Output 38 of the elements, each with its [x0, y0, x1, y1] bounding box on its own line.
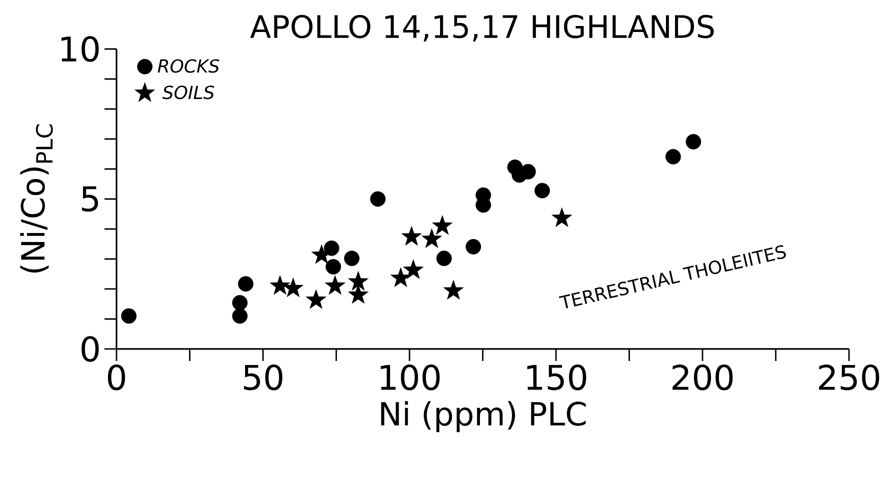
point: [421, 228, 442, 248]
point: [326, 259, 342, 274]
legend-label: ROCKS: [158, 59, 220, 73]
point: [534, 182, 550, 198]
point: [348, 270, 369, 291]
legend-label: SOILS: [162, 86, 214, 100]
point: [238, 276, 254, 292]
chart-title: APOLLO 14,15,17 HIGHLANDS: [250, 14, 714, 42]
point: [270, 274, 290, 295]
point: [666, 148, 681, 164]
point: [344, 250, 360, 266]
point: [324, 240, 340, 256]
x-tick-label: 150: [527, 364, 586, 390]
point: [436, 250, 452, 266]
point: [401, 226, 422, 246]
point: [686, 134, 702, 150]
point: [442, 280, 464, 300]
point: [402, 259, 424, 279]
x-tick-label: 100: [380, 364, 440, 390]
x-axis-title: Ni (ppm) PLC: [381, 401, 586, 432]
point: [520, 164, 536, 180]
y-tick-label: 10: [61, 36, 99, 62]
point: [232, 308, 248, 324]
x-tick-label: 50: [244, 364, 282, 390]
y-tick-label: 0: [82, 336, 99, 362]
point: [306, 289, 326, 309]
point: [232, 295, 248, 310]
x-tick-label: 200: [672, 364, 733, 390]
point: [121, 308, 137, 324]
point: [370, 191, 386, 207]
x-tick-label: 0: [108, 364, 126, 390]
point: [432, 214, 453, 235]
x-tick-label: 250: [819, 364, 880, 390]
y-axis-title: (Ni/Co)$_{PLC}$: [20, 124, 53, 273]
point: [324, 274, 346, 295]
y-tick-label: 5: [82, 186, 98, 212]
point: [466, 238, 482, 254]
point: [551, 207, 572, 228]
